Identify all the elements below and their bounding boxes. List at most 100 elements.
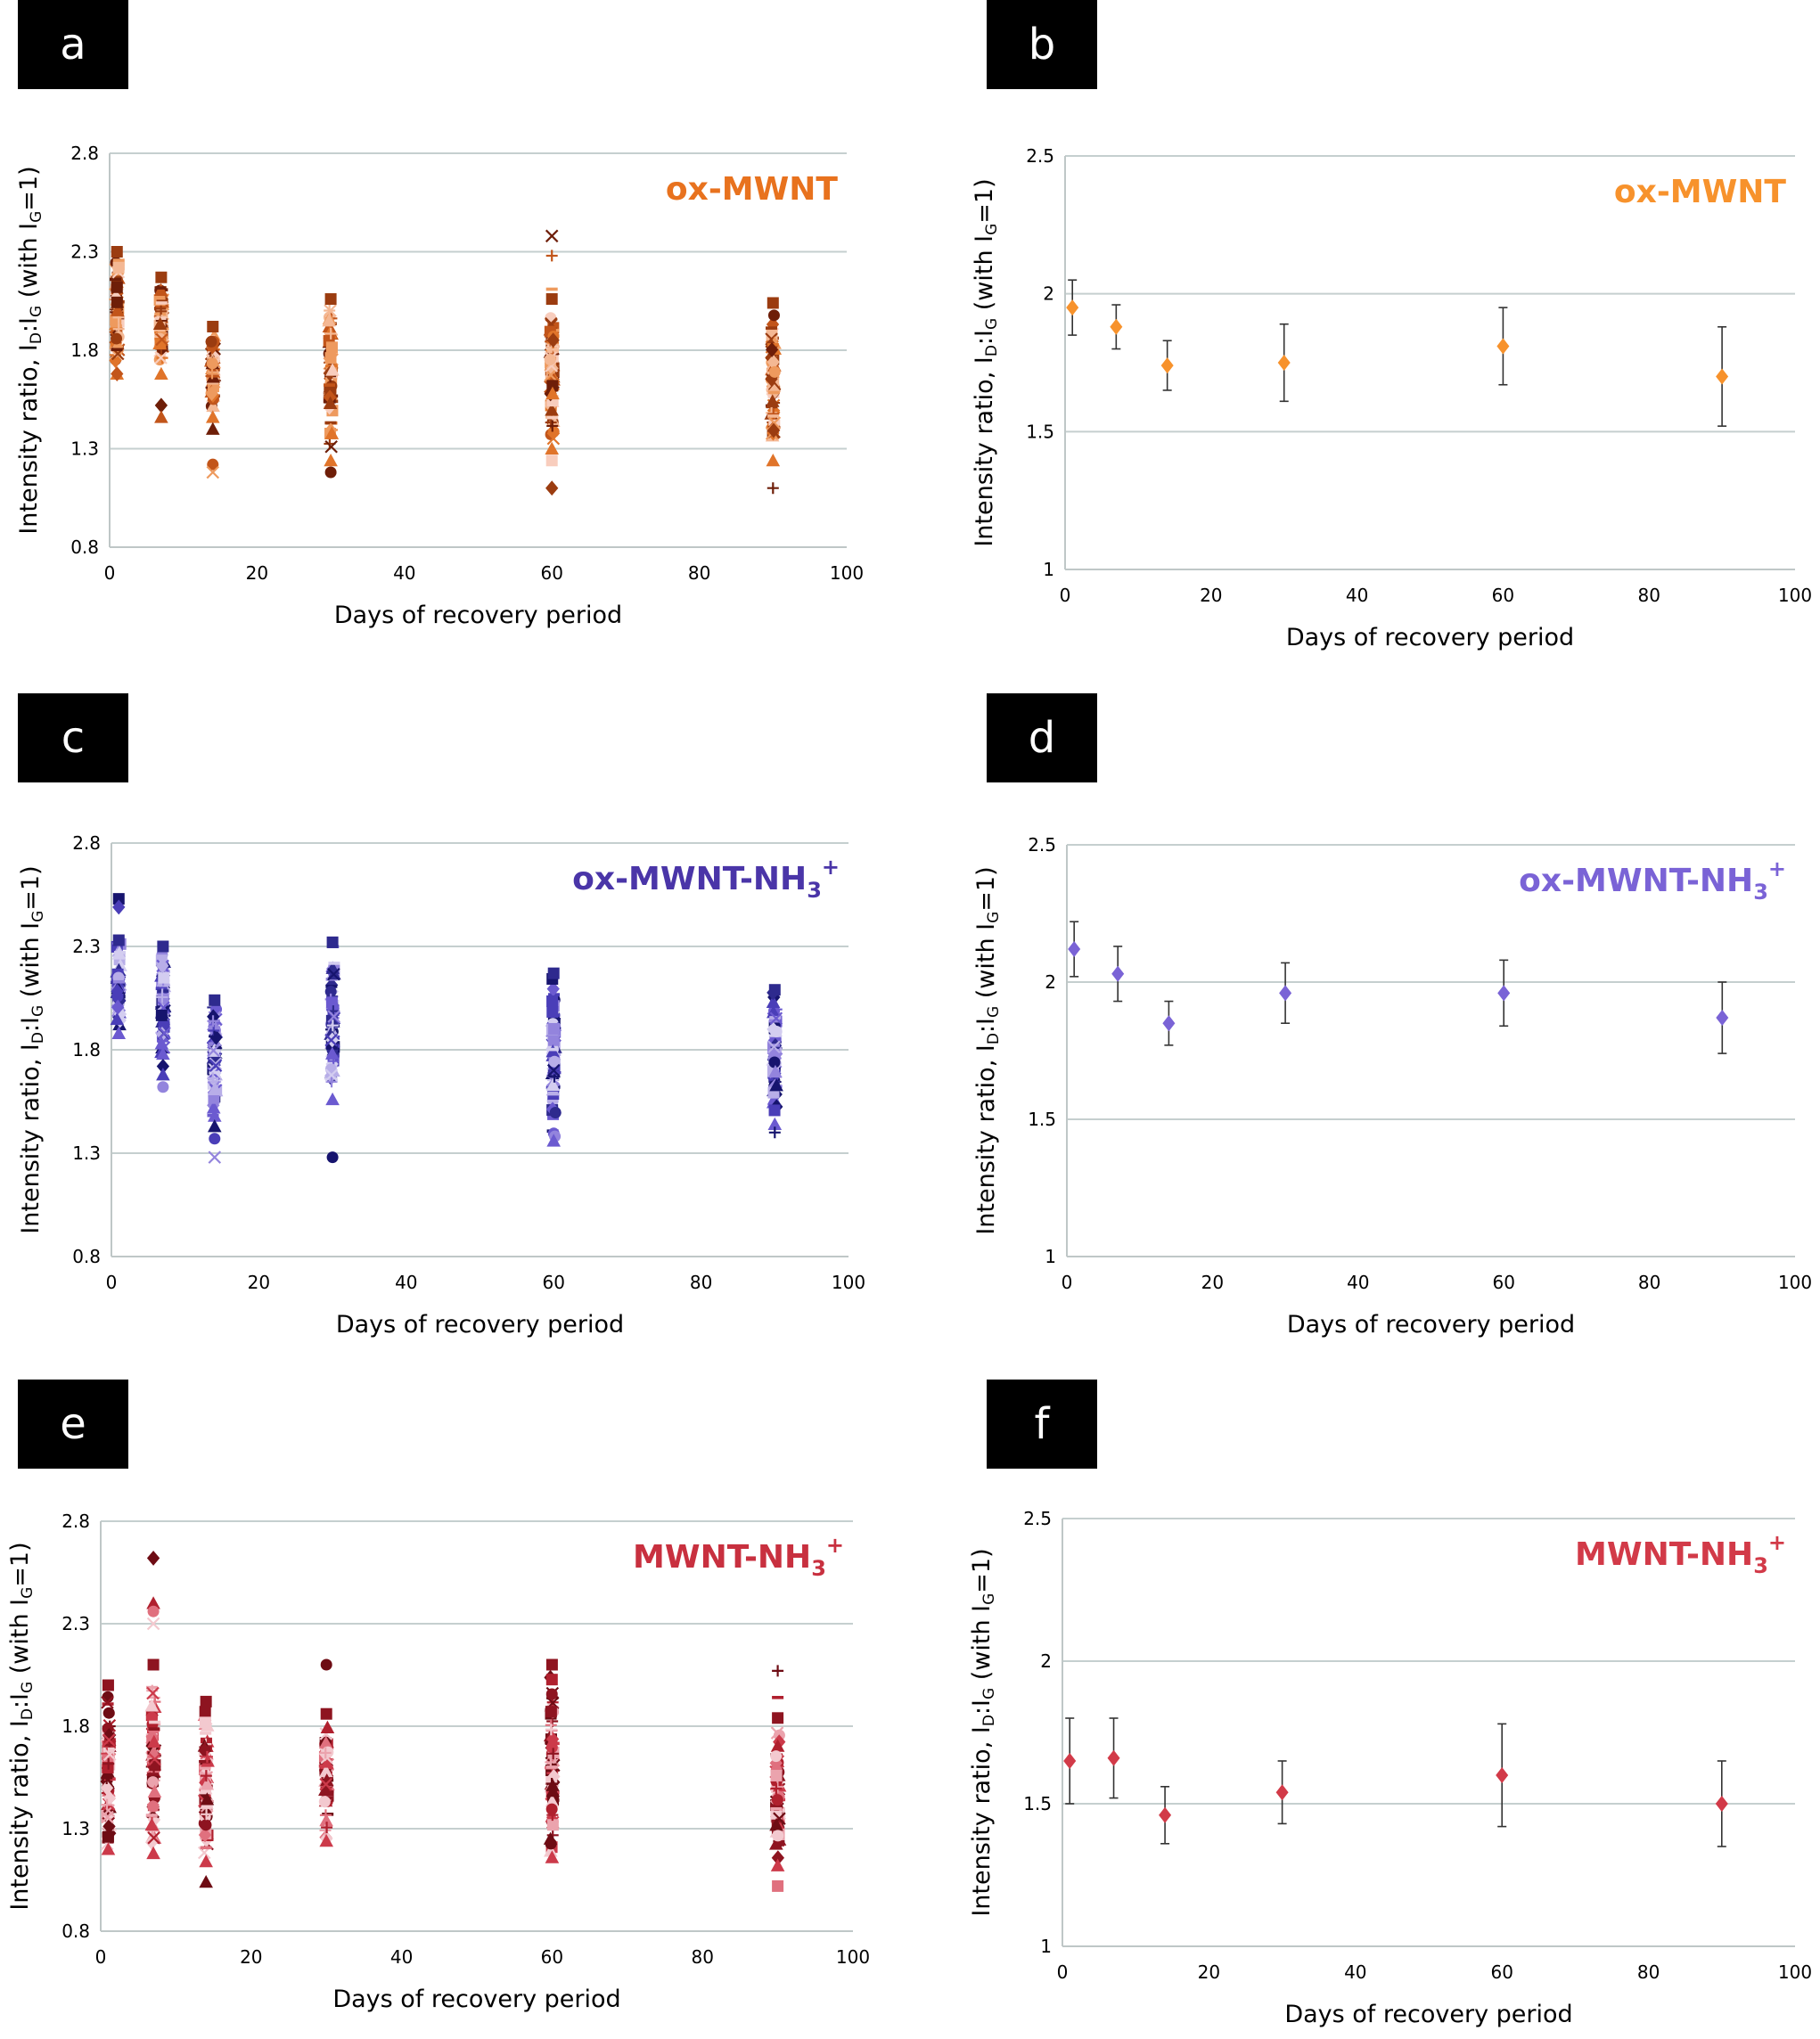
data-point: [770, 1739, 785, 1752]
data-point: [200, 1777, 215, 1790]
data-point: [549, 1106, 562, 1118]
data-point: [111, 999, 125, 1015]
data-point: [772, 1712, 784, 1724]
data-point: [111, 246, 123, 258]
data-point: [319, 1764, 333, 1778]
data-point: [771, 1781, 783, 1793]
data-point: [1277, 355, 1291, 371]
data-point: [154, 351, 168, 364]
day-column: [203, 320, 222, 479]
outlier-point: [206, 465, 220, 479]
data-point: [147, 1773, 160, 1776]
day-column: [154, 940, 172, 1093]
x-tick-label: 40: [390, 1946, 413, 1968]
data-point: [207, 320, 219, 332]
plot-area: [1068, 921, 1729, 1054]
y-tick-label: 1.3: [72, 1142, 101, 1164]
y-tick-label: 2.3: [72, 936, 101, 957]
data-point: [1716, 1010, 1729, 1027]
data-point: [546, 1819, 559, 1831]
x-tick-label: 60: [1490, 1961, 1513, 1983]
data-point: [156, 991, 168, 1003]
x-tick-label: 0: [106, 1272, 118, 1293]
data-point: [155, 987, 168, 991]
x-tick-label: 60: [1492, 1272, 1514, 1293]
data-point: [770, 1858, 785, 1871]
outlier-point: [772, 1879, 784, 1892]
chart-title: ox-MWNT-NH3+: [1519, 856, 1786, 905]
day-column: [110, 893, 127, 1039]
data-point: [319, 1809, 332, 1822]
x-tick-label: 100: [836, 1946, 870, 1968]
data-point: [765, 341, 779, 357]
x-tick-label: 80: [688, 562, 710, 584]
data-point: [769, 1837, 783, 1850]
data-point: [102, 1748, 117, 1761]
outlier-point: [154, 397, 168, 414]
x-tick-label: 40: [1347, 1272, 1369, 1293]
data-point: [147, 1831, 160, 1845]
data-point: [546, 995, 559, 1008]
y-tick-label: 0.8: [72, 1246, 101, 1267]
data-point: [154, 366, 168, 381]
data-point: [767, 408, 780, 421]
data-point: [324, 439, 338, 454]
data-point: [546, 981, 560, 997]
data-point: [545, 1706, 557, 1718]
x-tick-label: 0: [95, 1946, 107, 1968]
x-tick-label: 80: [1637, 585, 1660, 606]
x-tick-label: 100: [1778, 1272, 1812, 1293]
data-point: [199, 1741, 211, 1754]
day-column: [324, 936, 341, 1164]
data-point: [149, 1720, 161, 1724]
data-point: [768, 1104, 781, 1117]
day-column: [109, 246, 126, 381]
data-point: [545, 1838, 557, 1850]
y-axis-label: Intensity ratio, ID:IG (with IG=1): [17, 865, 47, 1233]
data-point: [207, 1072, 219, 1085]
outlier-point: [111, 281, 123, 293]
data-point: [155, 301, 168, 305]
day-column: [769, 1665, 787, 1892]
x-tick-label: 80: [690, 1272, 712, 1293]
x-tick-label: 80: [1638, 1272, 1660, 1293]
data-point: [765, 326, 777, 330]
chart-title: ox-MWNT: [1614, 174, 1787, 210]
chart-e: 0.8 1.3 1.8 2.3 2.8 0 20 40 60 80 100 Days of recov…: [6, 1511, 870, 2013]
data-point: [158, 971, 170, 984]
data-point: [767, 1044, 780, 1047]
data-point: [546, 332, 560, 348]
x-tick-label: 20: [240, 1946, 262, 1968]
x-tick-label: 80: [691, 1946, 713, 1968]
data-point: [545, 1794, 560, 1807]
data-point: [209, 1057, 223, 1070]
plot-area: [1066, 279, 1729, 427]
day-column: [318, 1658, 335, 1847]
chart-b: 1 1.5 2 2.5 0 20 40 60 80 100 Days of recovery per…: [971, 145, 1812, 651]
data-point: [546, 1134, 561, 1147]
x-tick-label: 60: [542, 1272, 564, 1293]
chart-a: 0.8 1.3 1.8 2.3 2.8 0 20 40 60 80 100 Days of recov…: [15, 143, 864, 629]
data-point: [324, 304, 337, 317]
data-point: [154, 286, 167, 290]
panel-label-f: f: [987, 1380, 1097, 1469]
data-point: [207, 1015, 219, 1028]
data-point: [148, 1761, 160, 1773]
data-point: [145, 1711, 158, 1724]
data-point: [318, 1796, 331, 1808]
day-column: [322, 293, 340, 479]
data-point: [112, 934, 125, 946]
data-point: [206, 357, 218, 370]
data-point: [322, 314, 336, 327]
data-point: [154, 337, 167, 349]
data-point: [205, 385, 218, 401]
panel-label-a: a: [18, 0, 128, 89]
data-point: [1111, 965, 1125, 982]
data-point: [544, 1844, 558, 1857]
y-tick-label: 1.8: [70, 340, 99, 361]
data-point: [111, 332, 123, 345]
data-point: [767, 309, 780, 322]
data-point: [101, 1810, 114, 1824]
panel-f: f 1 1.5 2 2.5 0 20 40 60 80 100 Days of recovery p…: [968, 1380, 1820, 2039]
panel-label-e: e: [18, 1380, 128, 1469]
